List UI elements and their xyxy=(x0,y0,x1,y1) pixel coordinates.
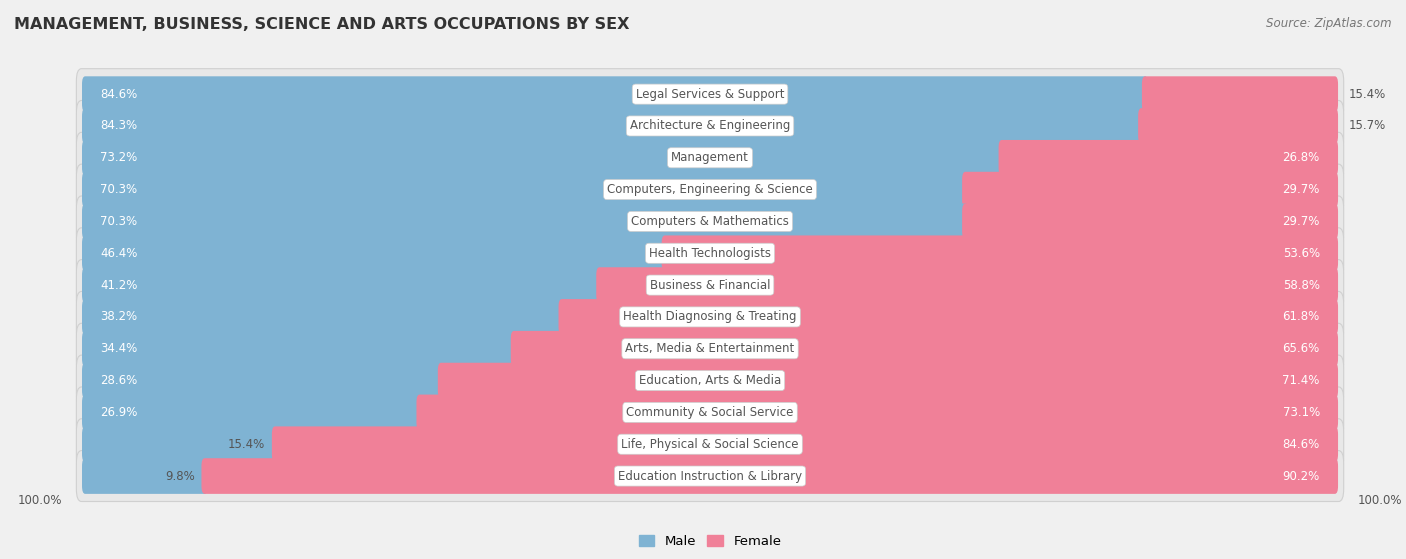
FancyBboxPatch shape xyxy=(962,172,1339,207)
FancyBboxPatch shape xyxy=(76,101,1344,151)
Text: 70.3%: 70.3% xyxy=(100,215,138,228)
Text: 9.8%: 9.8% xyxy=(165,470,194,482)
FancyBboxPatch shape xyxy=(82,108,1144,144)
Text: Education, Arts & Media: Education, Arts & Media xyxy=(638,374,782,387)
Text: Arts, Media & Entertainment: Arts, Media & Entertainment xyxy=(626,342,794,355)
Text: 29.7%: 29.7% xyxy=(1282,215,1320,228)
FancyBboxPatch shape xyxy=(1137,108,1339,144)
FancyBboxPatch shape xyxy=(998,140,1339,176)
Text: Computers, Engineering & Science: Computers, Engineering & Science xyxy=(607,183,813,196)
Text: 28.6%: 28.6% xyxy=(100,374,138,387)
FancyBboxPatch shape xyxy=(76,164,1344,215)
FancyBboxPatch shape xyxy=(76,132,1344,183)
FancyBboxPatch shape xyxy=(1142,77,1339,112)
Text: 15.4%: 15.4% xyxy=(1348,88,1386,101)
Text: 53.6%: 53.6% xyxy=(1282,247,1320,260)
Text: 84.6%: 84.6% xyxy=(1282,438,1320,451)
Text: 100.0%: 100.0% xyxy=(1358,494,1402,508)
Text: 73.1%: 73.1% xyxy=(1282,406,1320,419)
Text: Health Technologists: Health Technologists xyxy=(650,247,770,260)
Text: 84.6%: 84.6% xyxy=(100,88,138,101)
Text: Management: Management xyxy=(671,151,749,164)
Text: 84.3%: 84.3% xyxy=(100,120,138,132)
Text: Health Diagnosing & Treating: Health Diagnosing & Treating xyxy=(623,310,797,324)
Text: Community & Social Service: Community & Social Service xyxy=(626,406,794,419)
Text: 65.6%: 65.6% xyxy=(1282,342,1320,355)
Text: 38.2%: 38.2% xyxy=(100,310,138,324)
FancyBboxPatch shape xyxy=(82,458,208,494)
FancyBboxPatch shape xyxy=(82,77,1149,112)
FancyBboxPatch shape xyxy=(76,387,1344,438)
FancyBboxPatch shape xyxy=(82,235,668,271)
FancyBboxPatch shape xyxy=(510,331,1339,367)
Text: Business & Financial: Business & Financial xyxy=(650,278,770,292)
FancyBboxPatch shape xyxy=(82,203,969,239)
Text: 70.3%: 70.3% xyxy=(100,183,138,196)
FancyBboxPatch shape xyxy=(82,172,969,207)
FancyBboxPatch shape xyxy=(76,451,1344,501)
FancyBboxPatch shape xyxy=(82,267,603,303)
FancyBboxPatch shape xyxy=(82,299,565,335)
Text: 29.7%: 29.7% xyxy=(1282,183,1320,196)
Text: Education Instruction & Library: Education Instruction & Library xyxy=(619,470,801,482)
Text: 46.4%: 46.4% xyxy=(100,247,138,260)
Text: Computers & Mathematics: Computers & Mathematics xyxy=(631,215,789,228)
Legend: Male, Female: Male, Female xyxy=(633,529,787,553)
Text: 73.2%: 73.2% xyxy=(100,151,138,164)
FancyBboxPatch shape xyxy=(76,291,1344,342)
Text: 26.8%: 26.8% xyxy=(1282,151,1320,164)
FancyBboxPatch shape xyxy=(437,363,1339,399)
Text: 58.8%: 58.8% xyxy=(1282,278,1320,292)
FancyBboxPatch shape xyxy=(82,427,278,462)
Text: 90.2%: 90.2% xyxy=(1282,470,1320,482)
FancyBboxPatch shape xyxy=(76,323,1344,374)
FancyBboxPatch shape xyxy=(558,299,1339,335)
FancyBboxPatch shape xyxy=(76,228,1344,279)
FancyBboxPatch shape xyxy=(82,331,517,367)
FancyBboxPatch shape xyxy=(82,363,444,399)
FancyBboxPatch shape xyxy=(82,395,423,430)
FancyBboxPatch shape xyxy=(76,196,1344,247)
Text: Life, Physical & Social Science: Life, Physical & Social Science xyxy=(621,438,799,451)
Text: 41.2%: 41.2% xyxy=(100,278,138,292)
FancyBboxPatch shape xyxy=(416,395,1339,430)
Text: 34.4%: 34.4% xyxy=(100,342,138,355)
Text: 61.8%: 61.8% xyxy=(1282,310,1320,324)
FancyBboxPatch shape xyxy=(271,427,1339,462)
FancyBboxPatch shape xyxy=(201,458,1339,494)
FancyBboxPatch shape xyxy=(962,203,1339,239)
Text: 15.7%: 15.7% xyxy=(1348,120,1386,132)
FancyBboxPatch shape xyxy=(662,235,1339,271)
Text: 100.0%: 100.0% xyxy=(18,494,62,508)
Text: Source: ZipAtlas.com: Source: ZipAtlas.com xyxy=(1267,17,1392,30)
FancyBboxPatch shape xyxy=(76,69,1344,120)
FancyBboxPatch shape xyxy=(76,259,1344,311)
Text: 15.4%: 15.4% xyxy=(228,438,264,451)
Text: Legal Services & Support: Legal Services & Support xyxy=(636,88,785,101)
FancyBboxPatch shape xyxy=(76,355,1344,406)
Text: MANAGEMENT, BUSINESS, SCIENCE AND ARTS OCCUPATIONS BY SEX: MANAGEMENT, BUSINESS, SCIENCE AND ARTS O… xyxy=(14,17,630,32)
Text: 71.4%: 71.4% xyxy=(1282,374,1320,387)
FancyBboxPatch shape xyxy=(76,419,1344,470)
Text: 26.9%: 26.9% xyxy=(100,406,138,419)
FancyBboxPatch shape xyxy=(596,267,1339,303)
FancyBboxPatch shape xyxy=(82,140,1005,176)
Text: Architecture & Engineering: Architecture & Engineering xyxy=(630,120,790,132)
